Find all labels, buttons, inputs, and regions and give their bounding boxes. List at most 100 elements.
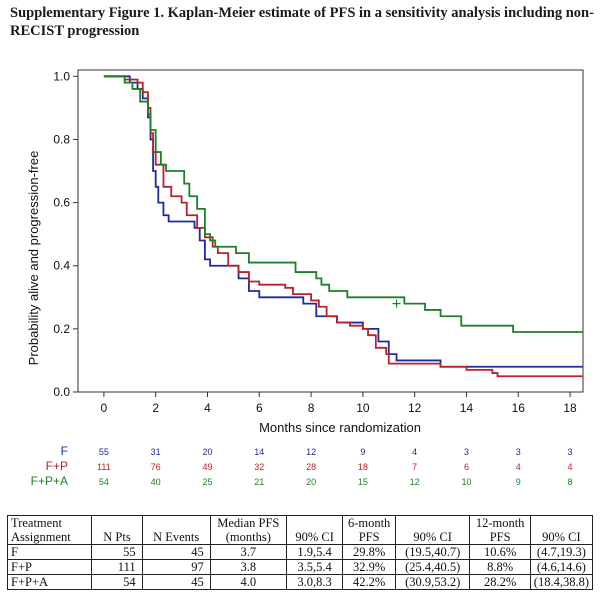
risk-count: 25 bbox=[202, 477, 212, 487]
y-axis: 0.0 0.2 0.4 0.6 0.8 1.0 bbox=[53, 69, 78, 399]
cell-assignment: F+P bbox=[6, 559, 93, 575]
cell-ci-12-month: (4.7,19.3) bbox=[529, 544, 594, 560]
risk-count: 7 bbox=[412, 462, 417, 472]
x-axis: 0 2 4 6 8 10 12 14 16 18 bbox=[101, 392, 577, 415]
cell-ci-6-month: (19.5,40.7) bbox=[394, 544, 471, 560]
cell-assignment: F+P+A bbox=[6, 574, 93, 590]
cell-ci-median: 3.0,8.3 bbox=[285, 574, 344, 590]
risk-count: 20 bbox=[202, 447, 212, 457]
cell-n-events: 45 bbox=[141, 544, 211, 560]
cell-n-events: 97 bbox=[141, 559, 211, 575]
risk-count: 40 bbox=[151, 477, 161, 487]
cell-median: 3.7 bbox=[209, 544, 287, 560]
risk-count: 21 bbox=[254, 477, 264, 487]
risk-count: 6 bbox=[464, 462, 469, 472]
risk-row-label: F bbox=[61, 444, 68, 458]
cell-12-month: 8.8% bbox=[469, 559, 531, 575]
y-tick-label: 1.0 bbox=[53, 69, 70, 83]
cell-n-pts: 54 bbox=[91, 574, 143, 590]
col-n-pts: N Pts bbox=[91, 515, 143, 545]
cell-n-events: 45 bbox=[141, 574, 211, 590]
risk-count: 18 bbox=[358, 462, 368, 472]
cell-12-month: 28.2% bbox=[469, 574, 531, 590]
risk-count: 4 bbox=[412, 447, 417, 457]
figure-title: Supplementary Figure 1. Kaplan-Meier est… bbox=[10, 5, 594, 39]
col-12-month-pfs: 12-month PFS bbox=[469, 515, 531, 545]
y-tick-label: 0.0 bbox=[53, 385, 70, 399]
risk-count: 9 bbox=[516, 477, 521, 487]
pfs-summary-table: Treatment Assignment N Pts N Events Medi… bbox=[6, 515, 594, 590]
cell-ci-median: 3.5,5.4 bbox=[285, 559, 344, 575]
col-median-pfs: Median PFS (months) bbox=[209, 515, 287, 545]
risk-row-label: F+P bbox=[46, 459, 68, 473]
risk-count: 8 bbox=[568, 477, 573, 487]
cell-ci-6-month: (30.9,53.2) bbox=[394, 574, 471, 590]
km-curve-f-plus-p bbox=[103, 75, 583, 378]
col-ci-median: 90% CI bbox=[285, 515, 344, 545]
table-row: F+P+A 54 45 4.0 3.0,8.3 42.2% (30.9,53.2… bbox=[6, 574, 594, 590]
summary-header-row: Treatment Assignment N Pts N Events Medi… bbox=[6, 515, 594, 545]
x-tick-label: 2 bbox=[152, 401, 159, 415]
cell-ci-12-month: (18.4,38.8) bbox=[529, 574, 594, 590]
col-ci-6-month: 90% CI bbox=[394, 515, 471, 545]
x-tick-label: 14 bbox=[460, 401, 474, 415]
x-tick-label: 16 bbox=[512, 401, 526, 415]
risk-count: 10 bbox=[461, 477, 471, 487]
cell-median: 3.8 bbox=[209, 559, 287, 575]
y-tick-label: 0.8 bbox=[53, 132, 70, 146]
x-tick-label: 18 bbox=[563, 401, 577, 415]
risk-count: 20 bbox=[306, 477, 316, 487]
risk-count: 3 bbox=[516, 447, 521, 457]
x-tick-label: 4 bbox=[204, 401, 211, 415]
km-chart: 0.0 0.2 0.4 0.6 0.8 1.0 0 2 4 6 8 10 12 14 16 18 Proba… bbox=[26, 69, 584, 488]
cell-6-month: 29.8% bbox=[342, 544, 396, 560]
col-n-events: N Events bbox=[141, 515, 211, 545]
plot-frame bbox=[77, 69, 584, 393]
x-tick-label: 0 bbox=[101, 401, 108, 415]
y-axis-label: Probability alive and progression-free bbox=[26, 151, 41, 366]
risk-count: 14 bbox=[254, 447, 264, 457]
x-tick-label: 8 bbox=[308, 401, 315, 415]
risk-count: 49 bbox=[202, 462, 212, 472]
km-curve-f-plus-p-plus-a bbox=[103, 75, 583, 333]
table-row: F 55 45 3.7 1.9,5.4 29.8% (19.5,40.7) 10… bbox=[6, 544, 594, 560]
risk-count: 111 bbox=[97, 462, 111, 472]
risk-count: 76 bbox=[151, 462, 161, 472]
x-tick-label: 10 bbox=[356, 401, 370, 415]
x-tick-label: 6 bbox=[256, 401, 263, 415]
risk-count: 4 bbox=[516, 462, 521, 472]
risk-count: 12 bbox=[306, 447, 316, 457]
risk-count: 4 bbox=[568, 462, 573, 472]
cell-6-month: 42.2% bbox=[342, 574, 396, 590]
risk-count: 3 bbox=[568, 447, 573, 457]
cell-median: 4.0 bbox=[209, 574, 287, 590]
x-axis-label: Months since randomization bbox=[259, 420, 421, 435]
col-treatment-assignment: Treatment Assignment bbox=[6, 515, 93, 545]
cell-n-pts: 55 bbox=[91, 544, 143, 560]
cell-12-month: 10.6% bbox=[469, 544, 531, 560]
risk-count: 55 bbox=[99, 447, 109, 457]
table-row: F+P 111 97 3.8 3.5,5.4 32.9% (25.4,40.5)… bbox=[6, 559, 594, 575]
y-tick-label: 0.2 bbox=[53, 322, 70, 336]
risk-count: 15 bbox=[358, 477, 368, 487]
cell-ci-12-month: (4.6,14.6) bbox=[529, 559, 594, 575]
risk-count: 12 bbox=[410, 477, 420, 487]
y-tick-label: 0.4 bbox=[53, 259, 70, 273]
col-6-month-pfs: 6-month PFS bbox=[342, 515, 396, 545]
risk-count: 28 bbox=[306, 462, 316, 472]
cell-ci-6-month: (25.4,40.5) bbox=[394, 559, 471, 575]
risk-count: 9 bbox=[360, 447, 365, 457]
cell-n-pts: 111 bbox=[91, 559, 143, 575]
risk-count: 32 bbox=[254, 462, 264, 472]
col-ci-12-month: 90% CI bbox=[529, 515, 594, 545]
number-at-risk-table: F 55 31 20 14 12 9 4 3 3 3F+P 111 76 49 32 28 18 7 6 4 4F+P+… bbox=[31, 444, 573, 488]
y-tick-label: 0.6 bbox=[53, 196, 70, 210]
cell-6-month: 32.9% bbox=[342, 559, 396, 575]
risk-count: 3 bbox=[464, 447, 469, 457]
survival-curves bbox=[103, 75, 583, 378]
cell-ci-median: 1.9,5.4 bbox=[285, 544, 344, 560]
risk-count: 31 bbox=[151, 447, 161, 457]
risk-row-label: F+P+A bbox=[31, 474, 68, 488]
cell-assignment: F bbox=[6, 544, 93, 560]
risk-count: 54 bbox=[99, 477, 109, 487]
